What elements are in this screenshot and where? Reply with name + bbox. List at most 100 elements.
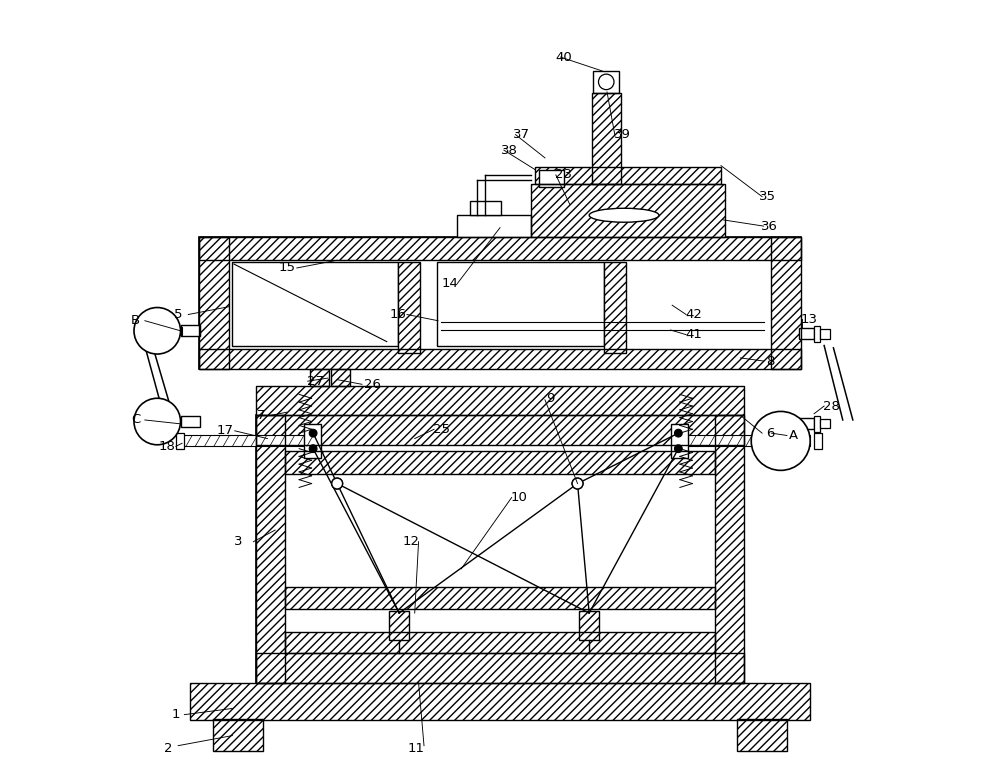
Text: 13: 13 [800, 312, 817, 326]
Bar [285, 451, 715, 474]
Bar [604, 262, 626, 353]
Bar [539, 170, 564, 187]
Bar [285, 632, 715, 654]
Bar [310, 369, 329, 386]
Bar [762, 433, 770, 448]
Bar [457, 216, 531, 237]
Bar [199, 237, 801, 260]
Bar [178, 327, 182, 335]
Bar [256, 415, 285, 683]
Bar [437, 262, 604, 345]
Text: 23: 23 [555, 169, 572, 181]
Circle shape [751, 412, 810, 470]
Circle shape [674, 430, 682, 437]
Text: 11: 11 [408, 742, 425, 755]
Bar [715, 415, 744, 683]
Bar [256, 415, 744, 445]
Bar [285, 451, 715, 474]
Circle shape [572, 478, 583, 489]
Bar [176, 433, 184, 448]
Bar [256, 415, 744, 445]
Circle shape [309, 445, 317, 452]
Bar [389, 611, 409, 640]
Bar [820, 419, 830, 429]
Text: 14: 14 [441, 277, 458, 290]
Text: 16: 16 [389, 308, 406, 321]
Bar [535, 167, 721, 184]
Bar [688, 436, 810, 446]
Circle shape [674, 445, 682, 452]
Bar [256, 654, 744, 683]
Text: 25: 25 [433, 423, 450, 436]
Bar [535, 167, 721, 184]
Bar [285, 632, 715, 654]
Circle shape [332, 478, 343, 489]
Text: 15: 15 [278, 262, 295, 274]
Bar [470, 201, 501, 216]
Text: 17: 17 [216, 424, 233, 437]
Text: 6: 6 [766, 426, 774, 440]
Bar [814, 416, 820, 432]
Text: 26: 26 [364, 378, 380, 390]
Bar [799, 329, 814, 339]
Bar [181, 416, 200, 427]
Text: 3: 3 [234, 535, 242, 548]
Bar [182, 436, 313, 446]
Text: 5: 5 [174, 308, 182, 321]
Bar [190, 683, 810, 720]
Text: 8: 8 [766, 355, 774, 368]
Text: 36: 36 [761, 219, 778, 233]
Bar [593, 71, 619, 93]
Bar [256, 386, 744, 415]
Text: B: B [131, 314, 140, 327]
Text: 9: 9 [546, 392, 555, 405]
Text: A: A [789, 429, 798, 442]
Bar [256, 654, 744, 683]
Bar [285, 587, 715, 609]
Bar [737, 719, 787, 751]
Bar [771, 237, 801, 369]
Bar [604, 262, 626, 353]
Bar [398, 262, 420, 353]
Circle shape [332, 478, 343, 489]
Bar [579, 611, 599, 640]
Circle shape [572, 478, 583, 489]
Text: 37: 37 [513, 128, 530, 141]
Text: C: C [131, 413, 140, 426]
Text: 27: 27 [307, 375, 324, 387]
Text: 39: 39 [614, 128, 631, 141]
Text: 41: 41 [685, 328, 702, 341]
Text: 35: 35 [759, 190, 776, 203]
Text: 10: 10 [511, 491, 528, 504]
Bar [814, 326, 820, 341]
Bar [285, 587, 715, 609]
Bar [256, 386, 744, 415]
Bar [199, 237, 801, 369]
Bar [232, 262, 398, 345]
Ellipse shape [589, 209, 659, 223]
Circle shape [309, 430, 317, 437]
Bar [820, 330, 830, 338]
Text: 1: 1 [172, 708, 180, 721]
Bar [814, 433, 822, 448]
Text: 38: 38 [501, 144, 518, 157]
Bar [199, 349, 801, 369]
Bar [256, 415, 285, 683]
Circle shape [598, 74, 614, 90]
Bar [181, 326, 200, 336]
Bar [199, 349, 801, 369]
Bar [592, 93, 621, 184]
Text: 28: 28 [823, 400, 840, 412]
Bar [331, 369, 350, 386]
Bar [579, 611, 599, 640]
Bar [213, 719, 263, 751]
Bar [304, 424, 321, 458]
Bar [531, 184, 725, 237]
Bar [592, 93, 621, 184]
Bar [389, 611, 409, 640]
Bar [256, 415, 744, 683]
Text: 40: 40 [555, 51, 572, 63]
Bar [199, 237, 801, 260]
Bar [737, 719, 787, 751]
Bar [199, 237, 229, 369]
